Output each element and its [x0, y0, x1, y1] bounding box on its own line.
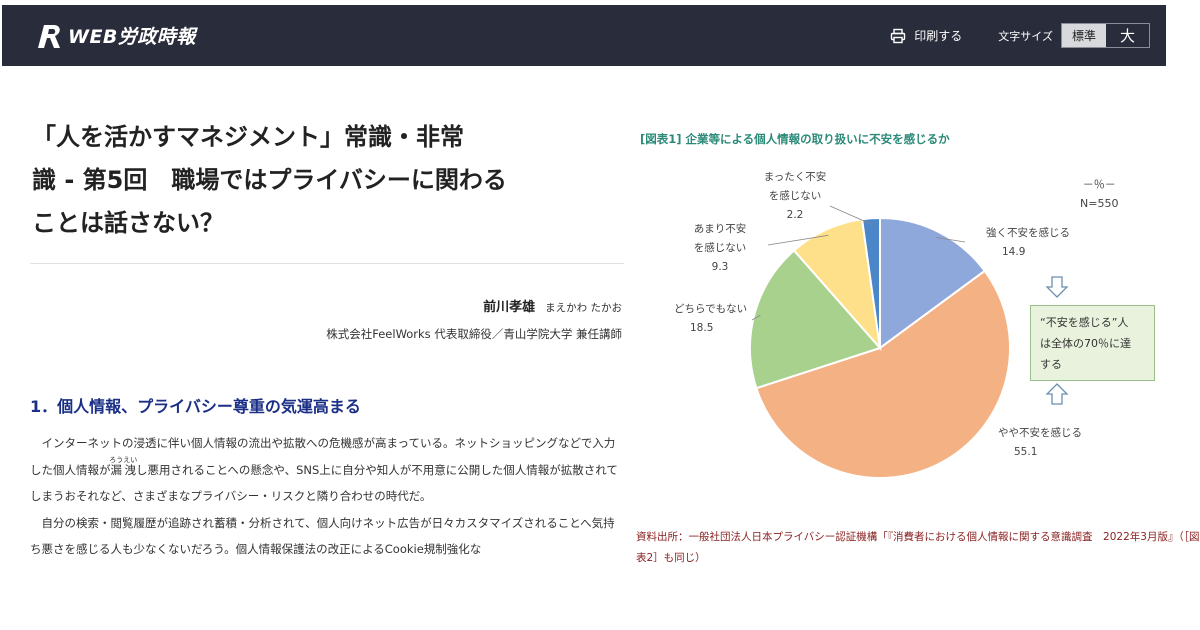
slice-category-label: やや不安を感じる [998, 426, 1082, 439]
site-header: WEB労政時報 印刷する 文字サイズ 標準 大 [2, 5, 1166, 66]
article-title: 「人を活かすマネジメント」常識・非常 識 - 第5回 職場ではプライバシーに関わ… [32, 116, 622, 245]
slice-category-label: 強く不安を感じる [986, 226, 1070, 239]
pie-slice [879, 216, 987, 350]
article-body: インターネットの浸透に伴い個人情報の流出や拡散への危機感が高まっている。ネットシ… [30, 430, 622, 563]
ruby-base: 漏洩 [109, 462, 138, 477]
author-affiliation: 株式会社FeelWorks 代表取締役／青山学院大学 兼任講師 [326, 327, 622, 341]
callout-text: は全体の70％に達 [1040, 337, 1131, 350]
paragraph: 自分の検索・閲覧履歴が追跡され蓄積・分析されて、個人向けネット広告が日々カスタマ… [30, 515, 615, 557]
section-heading: 1．個人情報、プライバシー尊重の気運高まる [30, 397, 361, 416]
font-size-standard-button[interactable]: 標準 [1061, 24, 1106, 47]
slice-category-label: あまり不安 [694, 222, 747, 235]
sample-size: N=550 [1080, 197, 1119, 210]
print-button[interactable]: 印刷する [890, 27, 962, 44]
pie-slice [749, 249, 882, 390]
leader-line [767, 234, 829, 246]
figure-caption: [図表1] 企業等による個人情報の取り扱いに不安を感じるか [640, 132, 950, 146]
callout-box: “不安を感じる”人 は全体の70％に達 する [1030, 305, 1155, 381]
callout-text: する [1040, 358, 1062, 371]
header-tools: 印刷する 文字サイズ 標準 大 [890, 23, 1150, 48]
author-block: 前川孝雄 まえかわ たかお 株式会社FeelWorks 代表取締役／青山学院大学 … [326, 296, 622, 342]
font-size-large-button[interactable]: 大 [1105, 24, 1149, 47]
pie-slice [860, 216, 881, 349]
font-size-switcher: 標準 大 [1060, 23, 1150, 48]
logo-text: WEB労政時報 [68, 26, 196, 48]
leader-line [751, 314, 761, 321]
paragraph: インターネットの浸透に伴い個人情報の流出や拡散への危機感が高まっている。ネットシ… [30, 430, 622, 510]
printer-icon [891, 28, 906, 43]
title-divider [30, 263, 624, 264]
pie-chart: 強く不安を感じる 14.9 やや不安を感じる 55.1 どちらでもない 18.5 あまり不安… [674, 170, 1082, 479]
logo-r-icon [38, 24, 60, 48]
pie-slice [755, 269, 1011, 479]
slice-category-label: を感じない [769, 189, 822, 202]
slice-value-label: 14.9 [1002, 246, 1025, 258]
slice-category-label: を感じない [694, 241, 747, 254]
callout-text: “不安を感じる”人 [1040, 316, 1129, 329]
author-name: 前川孝雄 [483, 300, 536, 315]
slice-category-label: まったく不安 [764, 170, 827, 183]
arrow-up-icon [1045, 383, 1069, 405]
leader-line [935, 236, 966, 243]
unit-note: －％－ N=550 [1080, 175, 1118, 213]
unit-label: －％－ [1082, 178, 1116, 191]
leader-line [829, 205, 872, 225]
slice-category-label: どちらでもない [674, 303, 747, 315]
title-line: ことは話さない？ [32, 209, 224, 237]
ruby-reading: ろうえい [109, 455, 138, 464]
font-size-label: 文字サイズ [998, 29, 1053, 43]
arrow-down-icon [1045, 276, 1069, 298]
paragraph-text: インターネットの浸透に伴い個人情報の流出や拡散への危機感が高まっている。ネットシ… [30, 436, 616, 477]
author-kana: まえかわ たかお [545, 302, 622, 314]
title-line: 「人を活かすマネジメント」常識・非常 [32, 123, 464, 151]
title-line: 識 - 第5回 職場ではプライバシーに関わる [32, 166, 507, 194]
ruby-word: 漏洩ろうえい [109, 456, 138, 477]
site-logo[interactable]: WEB労政時報 [32, 21, 196, 51]
slice-value-label: 55.1 [1014, 446, 1037, 458]
slice-value-label: 18.5 [690, 322, 713, 334]
print-label: 印刷する [914, 29, 963, 43]
paragraph-text: し悪用されることへの懸念や、SNS上に自分や知人が不用意に公開した個人情報が拡散… [30, 462, 618, 504]
figure-source: 資料出所：一般社団法人日本プライバシー認証機構「『消費者における個人情報に関する… [636, 531, 1200, 564]
slice-value-label: 9.3 [712, 261, 729, 273]
slice-value-label: 2.2 [787, 209, 804, 221]
